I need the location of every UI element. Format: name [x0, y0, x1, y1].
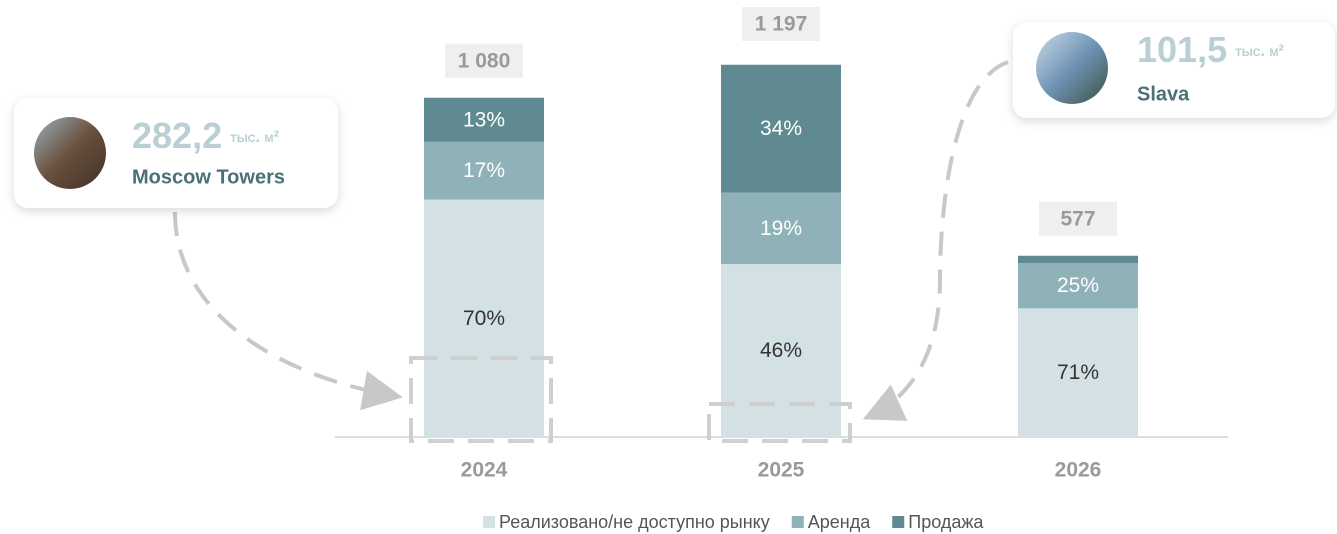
total-label: 577: [1060, 207, 1095, 230]
total-label: 1 197: [755, 13, 808, 36]
photo: [1036, 32, 1108, 104]
x-tick-label: 2026: [1055, 459, 1102, 482]
callout-value: 101,5: [1137, 29, 1227, 70]
x-tick-label: 2025: [758, 459, 805, 482]
legend: Реализовано/не доступно рынку Аренда Прода…: [483, 512, 984, 532]
callout-unit: тыс. м²: [230, 129, 279, 146]
arrow: [862, 60, 1009, 421]
arrow: [173, 211, 403, 411]
bar-segment: [424, 97, 544, 142]
callout-box: [14, 98, 338, 208]
legend-label: Реализовано/не доступно рынку: [499, 512, 770, 532]
callout: 101,5 тыс. м² Slava: [1013, 22, 1335, 118]
legend-label: Аренда: [808, 512, 871, 532]
highlight-box: [409, 356, 553, 443]
segment-label: 71%: [1057, 361, 1099, 384]
segment-label: 70%: [463, 307, 505, 330]
callout-line: 101,5 тыс. м²: [1137, 29, 1284, 70]
total-label: 1 080: [458, 49, 511, 72]
bar-segment: [1018, 308, 1138, 437]
callout-unit: тыс. м²: [1235, 43, 1284, 60]
legend-swatch: [791, 516, 804, 528]
x-tick-label: 2024: [461, 459, 508, 482]
bar-segment: [721, 192, 841, 265]
bar-segment: [424, 141, 544, 200]
bar-segment: [721, 264, 841, 437]
segment-label: 17%: [463, 159, 505, 182]
callout-name: Moscow Towers: [132, 166, 285, 188]
callout-line: 282,2 тыс. м²: [132, 115, 279, 156]
highlight-box: [707, 402, 852, 443]
total-box: [1039, 201, 1117, 236]
segment-label: 46%: [760, 339, 802, 362]
bar-segment: [1018, 263, 1138, 309]
legend-label: Продажа: [908, 512, 984, 532]
legend-swatch: [483, 516, 495, 528]
segment-label: 19%: [760, 217, 802, 240]
photo: [34, 117, 106, 189]
bars: 70% 17% 13% 1 080 2024 46% 19% 34% 1 197 2025 71% 2…: [424, 7, 1138, 482]
segment-label: 34%: [760, 117, 802, 140]
callout: 282,2 тыс. м² Moscow Towers: [14, 98, 338, 208]
callout-name: Slava: [1137, 83, 1190, 105]
bar-segment: [721, 64, 841, 193]
total-box: [742, 7, 820, 41]
total-box: [445, 43, 523, 78]
segment-label: 13%: [463, 108, 505, 131]
segment-label: 25%: [1057, 274, 1099, 297]
callout-value: 282,2: [132, 115, 222, 156]
bar-segment: [424, 199, 544, 437]
legend-swatch: [892, 516, 905, 528]
bar-segment: [1018, 255, 1138, 264]
